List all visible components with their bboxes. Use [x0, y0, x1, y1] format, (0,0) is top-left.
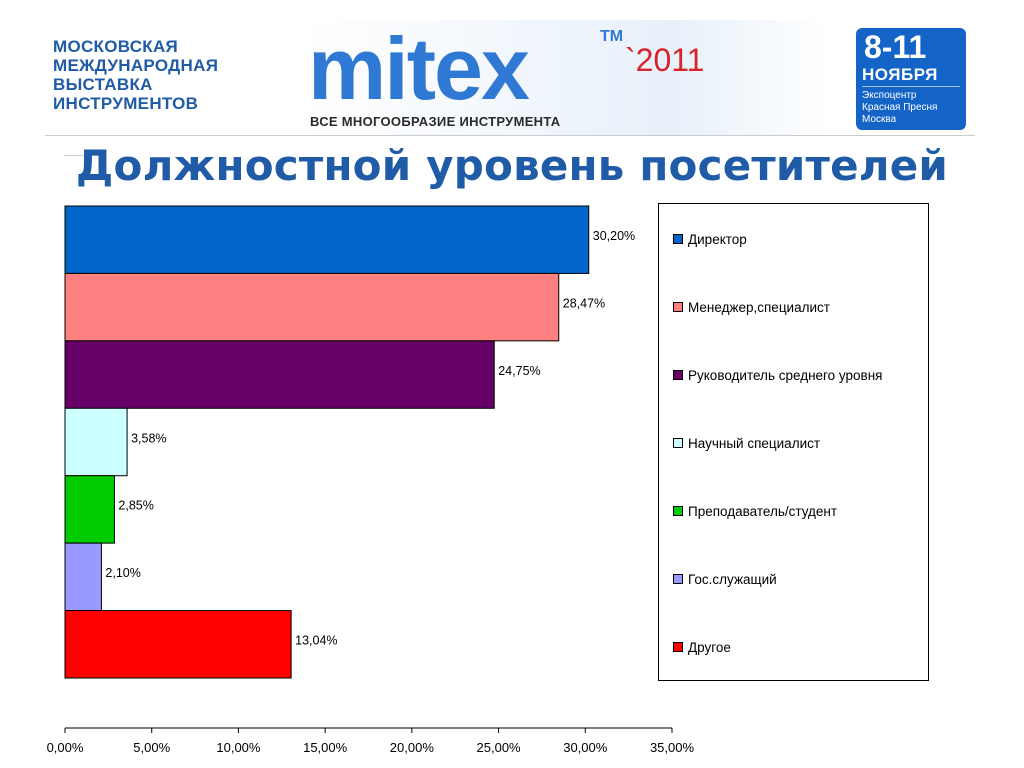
legend-swatch — [673, 234, 683, 244]
x-tick-label: 20,00% — [390, 740, 435, 755]
bar-1 — [64, 205, 590, 274]
legend-item: Преподаватель/студент — [673, 502, 837, 520]
bar-2 — [64, 272, 560, 342]
logo-tagline: ВСЕ МНОГООБРАЗИЕ ИНСТРУМЕНТА — [310, 114, 561, 129]
legend-item: Менеджер,специалист — [673, 298, 830, 316]
venue-line: Экспоцентр — [862, 90, 917, 101]
legend-label: Директор — [688, 231, 747, 247]
x-tick-label: 15,00% — [303, 740, 348, 755]
legend-swatch — [673, 302, 683, 312]
x-tick-label: 30,00% — [563, 740, 608, 755]
legend-swatch — [673, 370, 683, 380]
legend-label: Менеджер,специалист — [688, 299, 830, 315]
bar-value-label: 2,10% — [105, 566, 140, 580]
bar-3 — [64, 340, 495, 409]
legend-label: Гос.служащий — [688, 571, 777, 587]
event-date-month: НОЯБРЯ — [862, 65, 938, 84]
x-tick-label: 35,00% — [650, 740, 695, 755]
bar-5 — [64, 475, 115, 544]
x-tick-label: 5,00% — [133, 740, 170, 755]
organizer-line: ИНСТРУМЕНТОВ — [53, 94, 199, 113]
legend-label: Руководитель среднего уровня — [688, 367, 883, 383]
bar-value-label: 13,04% — [295, 634, 337, 648]
legend-swatch — [673, 506, 683, 516]
legend-swatch — [673, 574, 683, 584]
header-divider — [45, 135, 975, 136]
bar-7 — [64, 610, 292, 679]
legend-item: Научный специалист — [673, 434, 820, 452]
event-date-badge: 8-11 НОЯБРЯ Экспоцентр Красная Пресня Мо… — [856, 28, 966, 130]
x-tick-label: 25,00% — [477, 740, 522, 755]
bar-value-label: 30,20% — [593, 229, 635, 243]
organizer-line: ВЫСТАВКА — [53, 75, 153, 94]
legend-swatch — [673, 642, 683, 652]
header: МОСКОВСКАЯ МЕЖДУНАРОДНАЯ ВЫСТАВКА ИНСТРУ… — [0, 0, 1024, 140]
legend-label: Преподаватель/студент — [688, 503, 838, 519]
legend-item: Другое — [673, 638, 731, 656]
logo-year: `2011 — [625, 42, 705, 78]
legend-label: Другое — [688, 639, 731, 655]
legend-item: Гос.служащий — [673, 570, 777, 588]
bar-6 — [64, 542, 102, 612]
x-tick-label: 10,00% — [216, 740, 261, 755]
legend-item: Директор — [673, 230, 747, 248]
mitex-logo: mitex TM `2011 ВСЕ МНОГООБРАЗИЕ ИНСТРУМЕ… — [300, 20, 830, 135]
bar-value-label: 24,75% — [498, 364, 540, 378]
bar-value-label: 2,85% — [118, 499, 153, 513]
event-venue: Экспоцентр Красная Пресня Москва — [862, 90, 962, 126]
legend-swatch — [673, 438, 683, 448]
x-tick-label: 0,00% — [47, 740, 84, 755]
logo-trademark: TM — [600, 28, 624, 45]
event-date-range: 8-11 — [864, 29, 927, 65]
organizer-line: МОСКОВСКАЯ — [53, 37, 179, 56]
bar-value-label: 28,47% — [563, 296, 605, 310]
chart-title: Должностной уровень посетителей — [75, 141, 949, 190]
venue-line: Москва — [862, 114, 897, 125]
legend-label: Научный специалист — [688, 435, 821, 451]
title-divider — [64, 155, 104, 156]
date-divider — [862, 86, 960, 87]
venue-line: Красная Пресня — [862, 102, 938, 113]
bar-4 — [64, 407, 128, 477]
bar-value-label: 3,58% — [131, 431, 166, 445]
legend-item: Руководитель среднего уровня — [673, 366, 882, 384]
organizer-name: МОСКОВСКАЯ МЕЖДУНАРОДНАЯ ВЫСТАВКА ИНСТРУ… — [53, 37, 273, 113]
logo-wordmark: mitex — [308, 19, 530, 118]
chart-legend: Директор Менеджер,специалист Руководитель … — [658, 203, 929, 681]
organizer-line: МЕЖДУНАРОДНАЯ — [53, 56, 219, 75]
